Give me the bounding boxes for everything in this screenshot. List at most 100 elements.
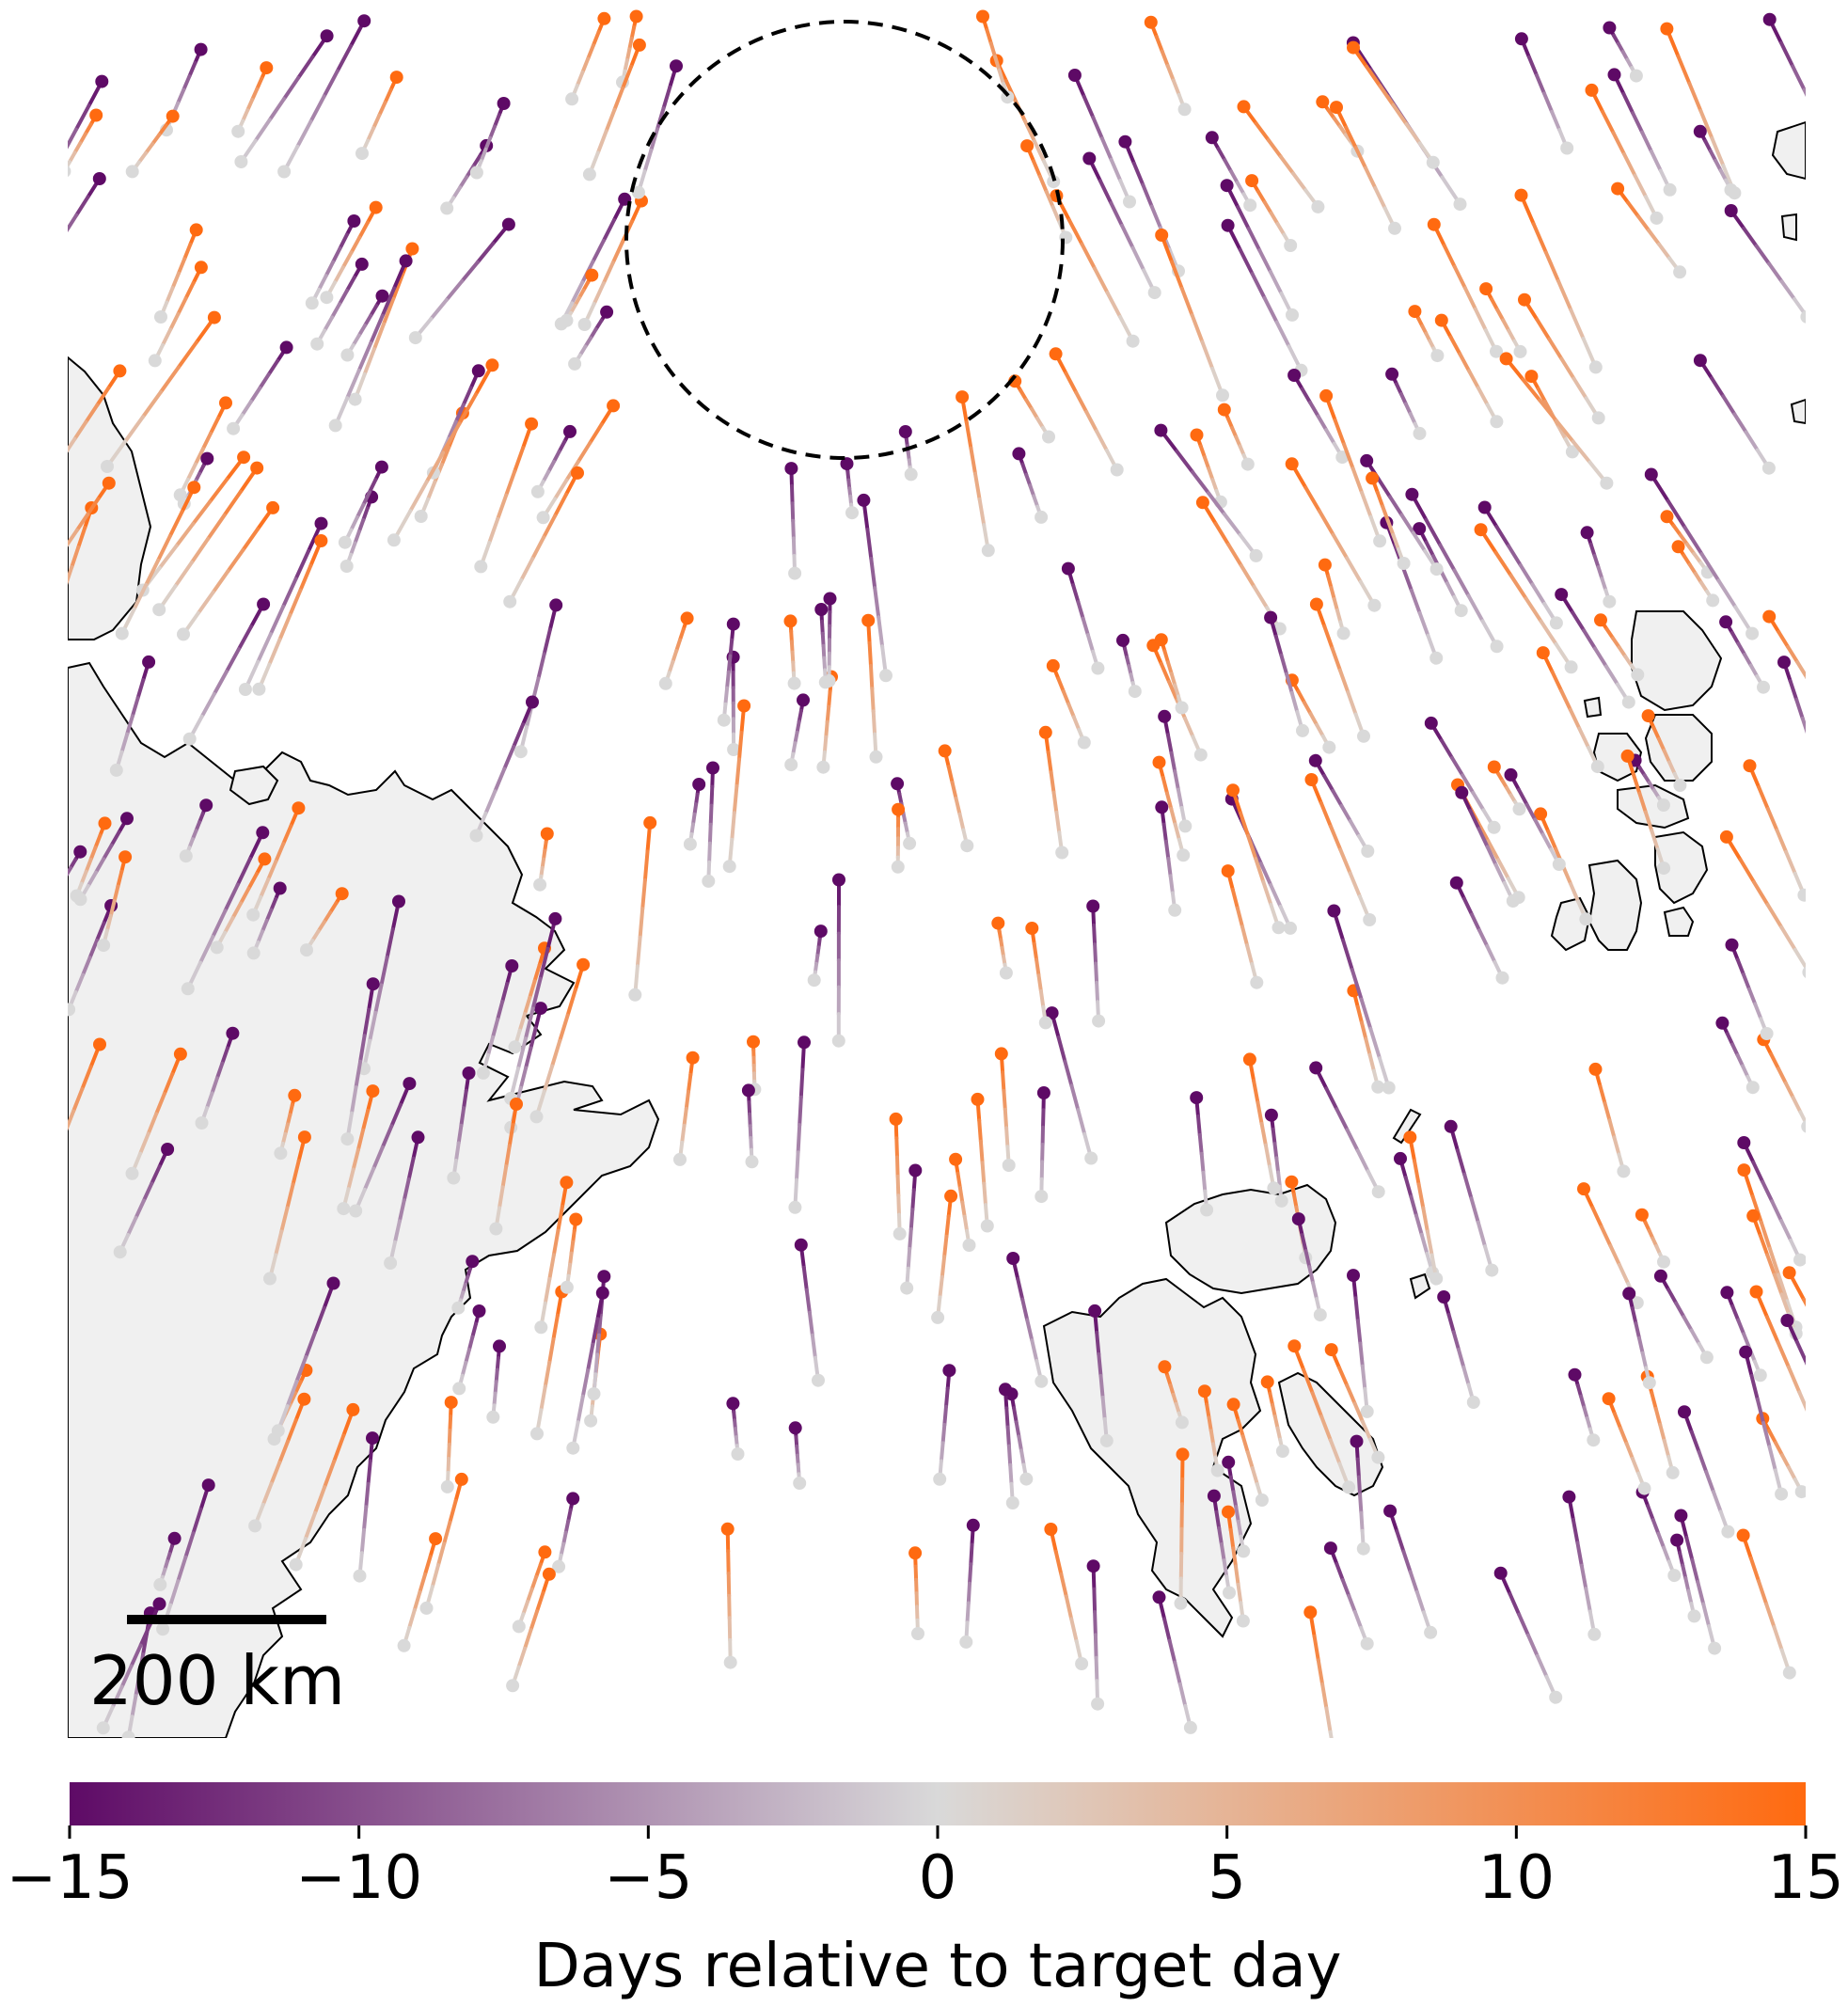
drift-endpoint — [737, 699, 751, 713]
drift-target-point — [784, 758, 798, 772]
drift-track-segment — [1805, 675, 1806, 680]
drift-target-point — [387, 533, 401, 547]
drift-track-segment — [1307, 1265, 1316, 1286]
drift-track-segment — [1550, 109, 1562, 133]
drift-endpoint — [1719, 615, 1733, 629]
drift-target-point — [1757, 680, 1770, 694]
drift-track-segment — [1486, 839, 1501, 862]
drift-track-segment — [1742, 226, 1759, 248]
drift-track-segment — [182, 242, 193, 261]
drift-track-segment — [72, 419, 88, 441]
drift-track-segment — [601, 217, 616, 243]
drift-track-segment — [1462, 1172, 1474, 1201]
drift-track-segment — [1518, 563, 1535, 587]
drift-track-segment — [1767, 1429, 1778, 1446]
drift-track-segment — [1490, 297, 1500, 312]
drift-track-segment — [621, 64, 634, 90]
drift-target-point — [533, 877, 547, 892]
drift-track-segment — [1690, 1557, 1700, 1584]
drift-track-segment — [1165, 64, 1176, 83]
drift-endpoint — [1671, 540, 1685, 554]
drift-endpoint — [366, 977, 380, 991]
drift-track-segment — [159, 365, 181, 394]
drift-target-point — [1177, 848, 1191, 862]
drift-endpoint — [454, 1472, 468, 1486]
drift-track-segment — [183, 280, 196, 301]
drift-track-segment — [1217, 1525, 1224, 1546]
drift-track-segment — [346, 1167, 355, 1192]
drift-track-segment — [1318, 509, 1335, 537]
drift-endpoint — [1641, 709, 1655, 723]
drift-track-segment — [1350, 968, 1364, 1002]
drift-target-point — [1617, 1164, 1631, 1178]
drift-track-segment — [356, 517, 366, 534]
drift-track-segment — [1059, 1572, 1068, 1599]
drift-track-segment — [1689, 1328, 1701, 1346]
drift-track-segment — [355, 1128, 365, 1152]
drift-track-segment — [261, 918, 269, 934]
drift-endpoint — [1715, 1016, 1730, 1030]
drift-track-segment — [576, 1394, 585, 1425]
drift-track-segment — [964, 420, 973, 450]
drift-track-segment — [1461, 1365, 1471, 1387]
drift-track-segment — [1461, 896, 1474, 917]
drift-track-segment — [349, 235, 362, 255]
drift-track-segment — [1167, 1638, 1177, 1665]
drift-track-segment — [406, 1156, 416, 1181]
drift-endpoint — [1221, 864, 1235, 878]
drift-track-segment — [1800, 716, 1806, 735]
drift-track-segment — [456, 1123, 464, 1146]
drift-endpoint — [1242, 1052, 1256, 1067]
drift-target-point — [1466, 1396, 1480, 1409]
drift-track-segment — [1278, 154, 1296, 176]
drift-track-segment — [1559, 688, 1572, 712]
drift-endpoint — [1611, 182, 1625, 196]
drift-track-segment — [1169, 672, 1177, 687]
drift-track-segment — [185, 462, 197, 482]
drift-track-segment — [1795, 660, 1806, 679]
drift-track-segment — [354, 1059, 363, 1090]
drift-endpoint — [1308, 753, 1322, 767]
drift-endpoint — [726, 1397, 740, 1411]
drift-track-segment — [293, 1380, 303, 1396]
drift-endpoint — [1724, 204, 1738, 217]
drift-track-segment — [380, 1124, 394, 1149]
drift-target-point — [1782, 1666, 1796, 1680]
drift-track-segment — [538, 946, 550, 981]
drift-track-segment — [1091, 115, 1104, 141]
drift-track-segment — [1329, 585, 1336, 601]
drift-target-point — [46, 466, 59, 480]
drift-track-segment — [68, 564, 74, 586]
drift-endpoint — [1116, 633, 1129, 647]
drift-track-segment — [1786, 1465, 1797, 1482]
drift-track-segment — [1603, 664, 1619, 687]
drift-track-segment — [684, 1089, 690, 1111]
drift-target-point — [182, 732, 197, 746]
drift-track-segment — [362, 1505, 369, 1532]
drift-endpoint — [1205, 131, 1219, 145]
drift-track-segment — [894, 1136, 899, 1160]
drift-target-point — [1042, 430, 1055, 444]
drift-track-segment — [1411, 530, 1428, 553]
drift-track-segment — [1445, 581, 1457, 599]
colorbar-tick-label: −10 — [295, 1843, 422, 1913]
drift-track-segment — [94, 857, 106, 875]
drift-target-point — [1342, 1480, 1356, 1494]
drift-track-segment — [1531, 222, 1548, 255]
drift-track-segment — [1798, 1110, 1806, 1127]
drift-target-point — [530, 1427, 544, 1441]
drift-track-segment — [331, 246, 342, 264]
drift-track-segment — [1582, 1405, 1589, 1420]
drift-track-segment — [1391, 103, 1409, 126]
drift-target-point — [722, 860, 736, 874]
drift-track-segment — [332, 1433, 346, 1463]
drift-target-point — [1760, 1027, 1774, 1040]
drift-target-point — [658, 676, 672, 690]
drift-track-segment — [1355, 1004, 1364, 1025]
drift-track-segment — [1095, 1330, 1101, 1356]
drift-track-segment — [1477, 928, 1490, 948]
drift-track-segment — [1682, 1315, 1694, 1333]
drift-target-point — [816, 760, 830, 774]
drift-track-segment — [1471, 790, 1486, 813]
drift-target-point — [1629, 69, 1643, 83]
